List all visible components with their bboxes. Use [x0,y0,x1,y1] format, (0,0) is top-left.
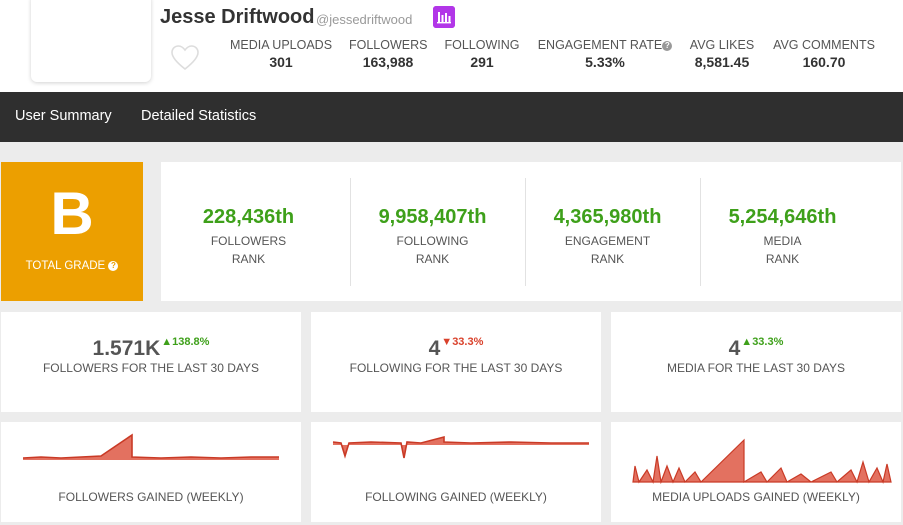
rank-following: 9,958,407th FOLLOWING RANK [345,162,520,301]
stat-label: AVG COMMENTS [773,38,875,52]
stat-value: 291 [470,54,494,70]
summary-change: 33.3% [752,336,784,348]
rank-panel: 228,436th FOLLOWERS RANK 9,958,407th FOL… [161,162,901,301]
stat-label: AVG LIKES [689,38,755,52]
chart-label: FOLLOWING GAINED (WEEKLY) [365,490,547,504]
stat-value: 160.70 [802,54,846,70]
followers-gained-card: FOLLOWERS GAINED (WEEKLY) [1,422,301,522]
chart-label: FOLLOWERS GAINED (WEEKLY) [58,490,244,504]
summary-label: FOLLOWING FOR THE LAST 30 DAYS [349,361,563,375]
chart-label: MEDIA UPLOADS GAINED (WEEKLY) [652,490,860,504]
summary-value: 4 [728,337,741,360]
stat-value: 5.33% [585,54,625,70]
heart-icon[interactable] [170,44,200,72]
profile-name: Jesse Driftwood [160,6,315,28]
followers-summary-card: 1.571K▲138.8% FOLLOWERS FOR THE LAST 30 … [1,312,301,412]
stat-followers: FOLLOWERS 163,988 [349,38,428,70]
stat-value: 301 [269,54,293,70]
divider [525,178,526,286]
stat-label: ENGAGEMENT RATE [537,38,663,52]
rank-sub-label: RANK [590,252,625,266]
following-gained-sparkline [332,435,589,459]
help-icon[interactable]: ? [662,41,673,51]
rank-followers: 228,436th FOLLOWERS RANK [161,162,336,301]
rank-value: 9,958,407th [378,206,487,228]
following-gained-card: FOLLOWING GAINED (WEEKLY) [311,422,601,522]
rank-sub-label: RANK [415,252,450,266]
rank-label: FOLLOWERS [210,234,287,248]
stat-following: FOLLOWING 291 [444,38,520,70]
total-grade-card: B TOTAL GRADE ? [1,162,143,301]
stat-value: 163,988 [362,54,414,70]
rank-sub-label: RANK [231,252,266,266]
arrow-down-icon: ▼ [441,336,453,348]
rank-value: 4,365,980th [553,206,662,228]
rank-engagement: 4,365,980th ENGAGEMENT RANK [520,162,695,301]
nav-bar: User Summary Detailed Statistics [0,92,903,142]
rank-label: ENGAGEMENT [564,234,651,248]
stat-label: FOLLOWING [444,38,520,52]
media-summary-card: 4▲33.3% MEDIA FOR THE LAST 30 DAYS [611,312,901,412]
stat-media-uploads: MEDIA UPLOADS 301 [229,38,333,70]
arrow-up-icon: ▲ [741,336,753,348]
rank-media: 5,254,646th MEDIA RANK [695,162,870,301]
summary-label: FOLLOWERS FOR THE LAST 30 DAYS [42,361,260,375]
tab-detailed-statistics[interactable]: Detailed Statistics [141,108,257,124]
stat-engagement-rate: ENGAGEMENT RATE? 5.33% [537,38,673,70]
stat-value: 8,581.45 [694,54,750,70]
arrow-up-icon: ▲ [161,336,173,348]
avatar[interactable] [31,0,151,82]
help-icon[interactable]: ? [108,261,119,271]
tab-user-summary[interactable]: User Summary [15,108,112,124]
summary-value: 4 [428,337,441,360]
stat-label: MEDIA UPLOADS [229,38,333,52]
stat-avg-likes: AVG LIKES 8,581.45 [688,38,756,70]
bar-chart-icon[interactable] [433,6,455,28]
following-summary-card: 4▼33.3% FOLLOWING FOR THE LAST 30 DAYS [311,312,601,412]
rank-sub-label: RANK [765,252,800,266]
divider [350,178,351,286]
profile-header: Jesse Driftwood @jessedriftwood MEDIA UP… [0,0,903,92]
grade-label: TOTAL GRADE [25,260,106,272]
summary-change: 138.8% [172,336,210,348]
grade-letter: B [50,180,94,247]
rank-value: 228,436th [202,206,295,228]
summary-value: 1.571K [92,337,161,360]
stat-avg-comments: AVG COMMENTS 160.70 [771,38,877,70]
profile-handle[interactable]: @jessedriftwood [316,12,413,27]
followers-gained-sparkline [22,433,279,460]
media-uploads-gained-sparkline [632,438,892,484]
stat-label: FOLLOWERS [349,38,428,52]
rank-label: FOLLOWING [396,234,469,248]
rank-value: 5,254,646th [728,206,837,228]
rank-label: MEDIA [763,234,802,248]
summary-label: MEDIA FOR THE LAST 30 DAYS [666,361,846,375]
media-uploads-gained-card: MEDIA UPLOADS GAINED (WEEKLY) [611,422,901,522]
divider [700,178,701,286]
summary-change: 33.3% [452,336,484,348]
